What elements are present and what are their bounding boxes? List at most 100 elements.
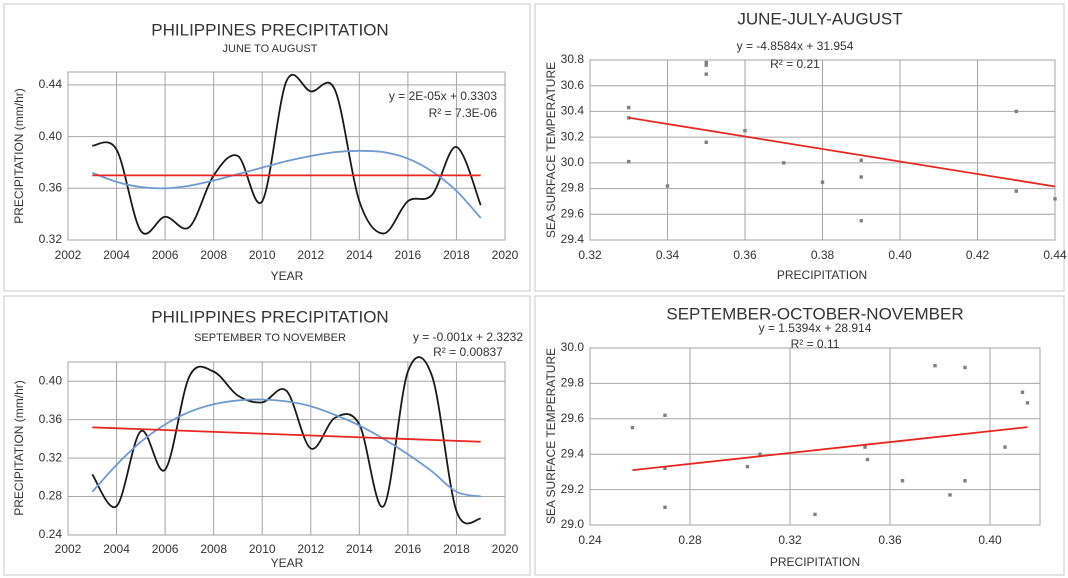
x-tick-label: 2004 [103, 542, 130, 556]
scatter-point [1014, 109, 1018, 114]
x-tick-label: 2014 [346, 248, 373, 262]
y-tick-label: 30.0 [561, 340, 585, 354]
x-tick-label: 2012 [297, 542, 324, 556]
y-tick-label: 29.4 [561, 446, 585, 460]
y-axis-label: SEA SURFACE TEMPERATURE [544, 62, 558, 238]
x-tick-label: 2002 [55, 248, 82, 262]
scatter-point [745, 464, 750, 469]
y-axis-label: PRECIPITATION (mm/hr) [12, 380, 26, 516]
scatter-point [859, 219, 863, 223]
scatter-point [963, 479, 967, 483]
x-tick-label: 0.24 [578, 533, 602, 547]
series-line [92, 73, 482, 235]
trendline [628, 116, 1056, 188]
scatter-point [663, 466, 667, 471]
scatter-point [1014, 189, 1018, 193]
series-line [91, 356, 481, 525]
y-tick-label: 29.8 [561, 181, 585, 195]
y-tick-label: 30.4 [561, 104, 585, 118]
x-axis-label: PRECIPITATION [770, 555, 860, 569]
y-tick-label: 0.24 [39, 527, 63, 541]
scatter-point [813, 512, 817, 517]
y-tick-label: 29.4 [561, 232, 585, 246]
series-line [91, 149, 482, 219]
y-tick-label: 0.32 [39, 232, 63, 246]
scatter-point [933, 364, 937, 368]
scatter-point [1020, 390, 1025, 394]
chart-subtitle: JUNE TO AUGUST [223, 43, 318, 55]
scatter-point [1025, 401, 1030, 405]
y-axis-label: SEA SURFACE TEMPERATURE [544, 348, 558, 524]
scatter-point [820, 180, 825, 184]
y-tick-label: 29.6 [561, 206, 585, 220]
x-axis-label: YEAR [271, 269, 304, 283]
scatter-point [630, 425, 635, 430]
y-tick-label: 0.28 [39, 489, 63, 503]
x-axis-label: YEAR [271, 556, 304, 570]
chart-title: PHILIPPINES PRECIPITATION [151, 20, 388, 39]
x-tick-label: 2020 [492, 248, 519, 262]
scatter-point [704, 63, 708, 67]
y-tick-label: 30.2 [561, 129, 585, 143]
y-tick-label: 0.40 [39, 373, 63, 387]
scatter-point [663, 413, 667, 417]
plot-border [589, 347, 1041, 526]
y-tick-label: 30.0 [561, 155, 585, 169]
x-tick-label: 2010 [249, 248, 276, 262]
y-tick-label: 0.36 [39, 180, 63, 194]
x-tick-label: 2020 [492, 542, 519, 556]
scatter-point [948, 493, 952, 497]
y-axis-label: PRECIPITATION (mm/hr) [12, 88, 26, 224]
chart-title: SEPTEMBER-OCTOBER-NOVEMBER [666, 304, 963, 323]
annotation: y = 2E-05x + 0.3303 [389, 89, 497, 103]
x-tick-label: 0.40 [978, 533, 1002, 547]
scatter-point [865, 457, 870, 462]
plot-border [67, 361, 506, 536]
x-tick-label: 2018 [443, 542, 470, 556]
scatter-point [900, 479, 905, 483]
x-tick-label: 0.38 [811, 248, 835, 262]
y-tick-label: 30.8 [561, 52, 585, 66]
y-tick-label: 0.44 [39, 77, 63, 91]
x-tick-label: 2006 [152, 542, 179, 556]
x-axis-label: PRECIPITATION [777, 268, 867, 282]
x-tick-label: 0.40 [888, 248, 912, 262]
annotation: R² = 0.00837 [433, 345, 503, 359]
scatter-point [704, 140, 708, 144]
x-tick-label: 0.36 [878, 533, 902, 547]
x-tick-label: 2006 [152, 248, 179, 262]
scatter-point [663, 505, 667, 509]
y-tick-label: 29.0 [561, 517, 585, 531]
chart-subtitle: SEPTEMBER TO NOVEMBER [194, 332, 346, 344]
x-tick-label: 2016 [395, 542, 422, 556]
scatter-point [859, 175, 863, 179]
plot-border [67, 71, 506, 241]
y-tick-label: 30.6 [561, 78, 585, 92]
x-tick-label: 0.28 [678, 533, 702, 547]
panel [534, 295, 1065, 576]
x-tick-label: 0.32 [778, 533, 802, 547]
scatter-point [627, 159, 631, 164]
x-tick-label: 0.36 [733, 248, 757, 262]
scatter-point [782, 161, 786, 165]
x-tick-label: 2008 [200, 542, 227, 556]
y-tick-label: 0.32 [39, 450, 63, 464]
scatter-point [704, 60, 708, 65]
x-tick-label: 2016 [395, 248, 422, 262]
scatter-point [1053, 197, 1057, 201]
scatter-point [627, 105, 631, 110]
y-tick-label: 0.36 [39, 412, 63, 426]
annotation: R² = 7.3E-06 [429, 106, 498, 120]
chart-title: PHILIPPINES PRECIPITATION [151, 307, 388, 326]
series-line [92, 426, 481, 443]
chart-title: JUNE-JULY-AUGUST [737, 9, 902, 28]
x-tick-label: 2014 [346, 542, 373, 556]
x-tick-label: 2018 [443, 248, 470, 262]
x-tick-label: 2008 [200, 248, 227, 262]
scatter-point [758, 452, 762, 456]
x-tick-label: 0.34 [656, 248, 680, 262]
plot-border [589, 59, 1056, 241]
x-tick-label: 0.32 [578, 248, 602, 262]
panel [3, 3, 531, 292]
